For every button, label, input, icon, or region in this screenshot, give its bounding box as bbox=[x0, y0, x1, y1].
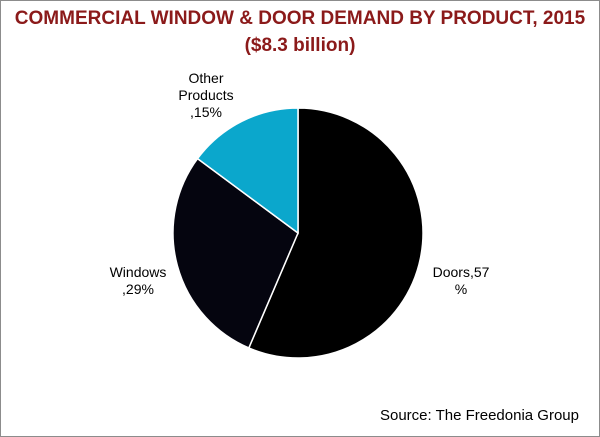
chart-title: COMMERCIAL WINDOW & DOOR DEMAND BY PRODU… bbox=[14, 8, 586, 29]
source-note: Source: The Freedonia Group bbox=[379, 407, 579, 424]
pie-label-other-products: Other Products ,15% bbox=[178, 70, 233, 120]
pie-label-windows: Windows ,29% bbox=[110, 264, 167, 297]
pie-slice-other-products bbox=[196, 107, 299, 235]
pie-slice-doors bbox=[247, 107, 424, 359]
chart-subtitle: ($8.3 billion) bbox=[244, 35, 356, 56]
pie-slice-windows bbox=[172, 157, 299, 349]
pie-label-doors: Doors,57% bbox=[433, 264, 490, 297]
